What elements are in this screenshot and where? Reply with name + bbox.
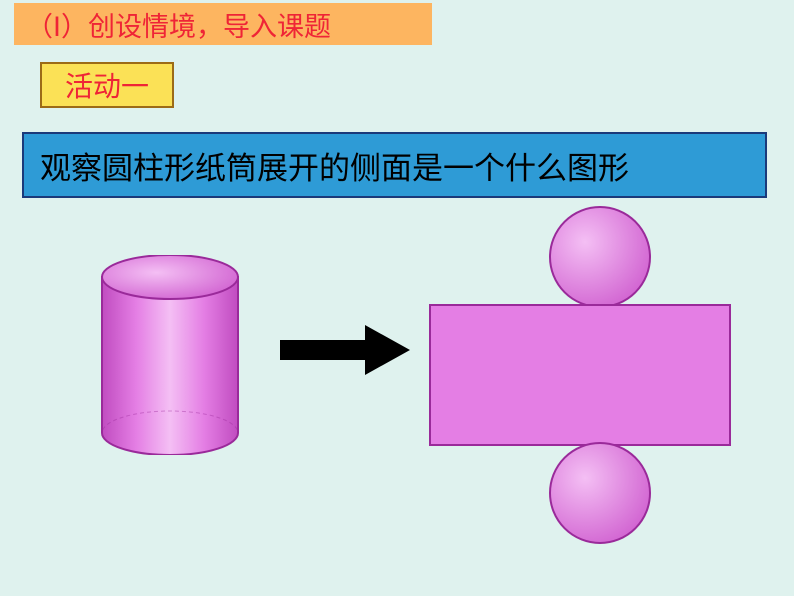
arrow-icon [280,325,410,375]
activity-box: 活动一 [40,62,174,108]
lateral-rect [430,305,730,445]
header-text: （Ⅰ）创设情境，导入课题 [26,5,331,44]
question-banner: 观察圆柱形纸筒展开的侧面是一个什么图形 [22,132,767,198]
header-banner: （Ⅰ）创设情境，导入课题 [14,3,432,45]
bottom-circle [550,443,650,543]
question-text: 观察圆柱形纸筒展开的侧面是一个什么图形 [40,143,629,188]
cylinder-shape [100,255,240,455]
unfolded-net [420,205,740,585]
top-circle [550,207,650,307]
activity-label: 活动一 [65,65,149,105]
